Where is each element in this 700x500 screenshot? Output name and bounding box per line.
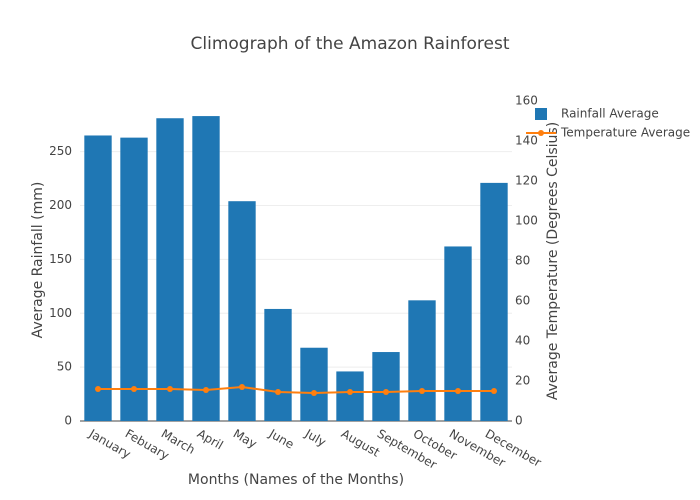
y-tick-label: 250 [49, 144, 72, 158]
bar [444, 246, 472, 421]
y2-tick-label: 160 [515, 94, 538, 108]
point [239, 384, 245, 390]
line [98, 385, 494, 395]
legend-item[interactable]: Rainfall Average [535, 107, 659, 121]
point [347, 389, 353, 395]
point [311, 390, 317, 396]
bar [264, 308, 292, 421]
x-tick-label: August [339, 427, 383, 460]
legend-label: Rainfall Average [561, 107, 659, 121]
bar [300, 347, 328, 421]
bar [408, 300, 436, 421]
chart-title: Climograph of the Amazon Rainforest [191, 34, 510, 54]
y-tick-label: 100 [49, 306, 72, 320]
point [167, 386, 173, 392]
legend-marker [538, 130, 544, 136]
grid [80, 151, 512, 422]
y2-axis-title: Average Temperature (Degrees Celsius) [545, 122, 561, 400]
point [275, 389, 281, 395]
point [131, 386, 137, 392]
y-tick-label: 50 [57, 360, 72, 374]
bar [156, 118, 184, 421]
point [383, 389, 389, 395]
x-tick-label: May [231, 427, 259, 452]
lines [95, 384, 497, 396]
y2-tick-label: 100 [515, 214, 538, 228]
y-tick-label: 0 [64, 414, 72, 428]
y2-tick-label: 20 [515, 374, 530, 388]
x-tick-label: July [302, 426, 329, 449]
bar [192, 116, 220, 422]
point [455, 388, 461, 394]
y2-tick-label: 0 [515, 414, 523, 428]
x-axis-title: Months (Names of the Months) [188, 472, 404, 488]
bar [84, 135, 112, 421]
bar [480, 182, 508, 421]
x-tick-label: June [266, 426, 297, 452]
y-tick-label: 200 [49, 198, 72, 212]
y2-tick-label: 60 [515, 294, 530, 308]
x-tick-label: April [195, 427, 226, 453]
bars [84, 116, 508, 422]
y2-tick-label: 80 [515, 254, 530, 268]
y2-tick-label: 120 [515, 174, 538, 188]
legend-item[interactable]: Temperature Average [526, 126, 690, 140]
y-tick-label: 150 [49, 252, 72, 266]
bar [372, 352, 400, 421]
point [419, 388, 425, 394]
bar [336, 371, 364, 421]
legend-label: Temperature Average [560, 126, 690, 140]
bar [120, 137, 148, 421]
y2-tick-label: 40 [515, 334, 530, 348]
point [203, 387, 209, 393]
legend-swatch [535, 108, 547, 120]
point [95, 386, 101, 392]
y-axis-title: Average Rainfall (mm) [30, 182, 46, 339]
point [491, 388, 497, 394]
y2-tick-label: 140 [515, 134, 538, 148]
